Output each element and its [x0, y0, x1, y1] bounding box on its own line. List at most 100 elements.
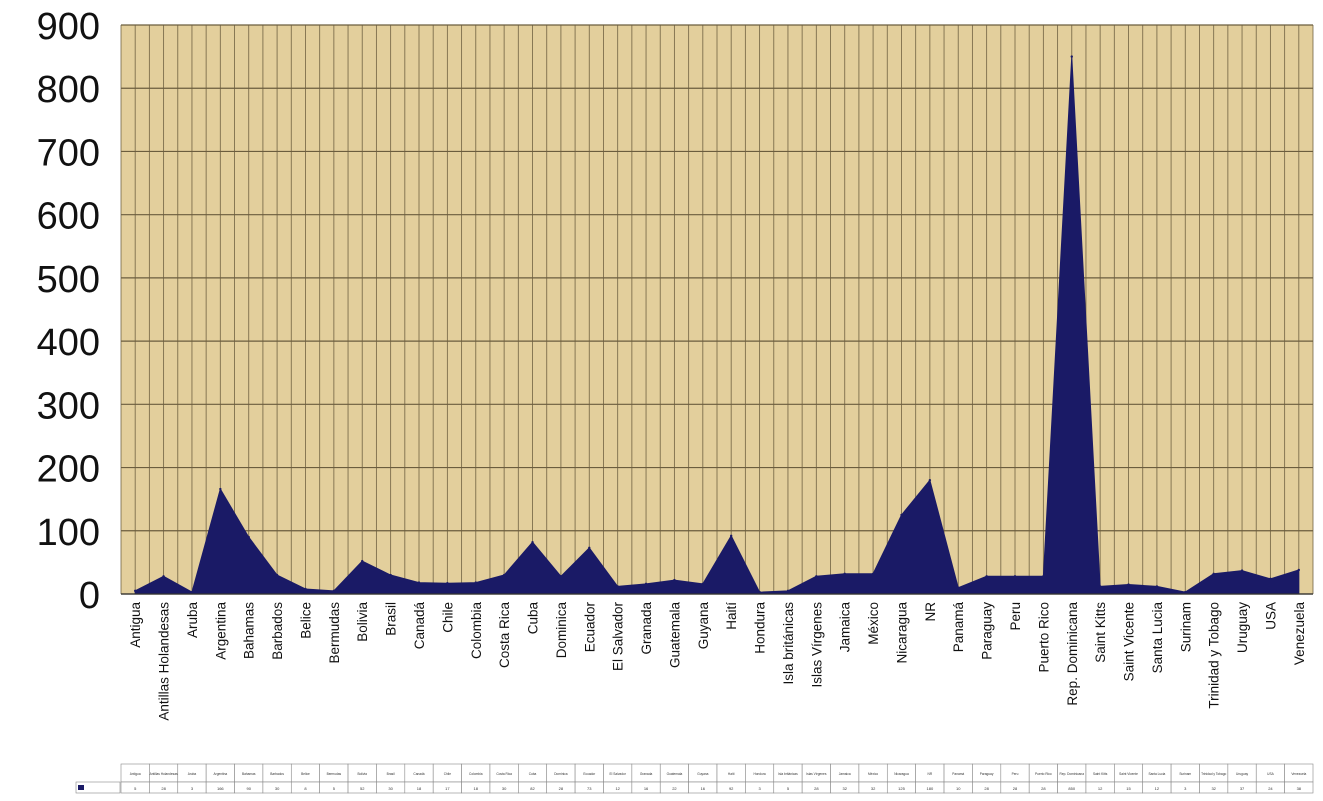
data-table-value-text: 12	[615, 786, 620, 791]
data-table-header-text: Bermudas	[327, 772, 342, 776]
legend-swatch	[78, 785, 84, 790]
data-table-value-text: 180	[927, 786, 934, 791]
data-table-header-text: Rep. Dominicana	[1060, 772, 1085, 776]
data-table-value-text: 3	[1184, 786, 1187, 791]
data-table-header-text: Antigua	[130, 772, 141, 776]
data-table-header-text: Trinidad y Tobago	[1201, 772, 1226, 776]
x-tick-label: Hondura	[753, 602, 768, 654]
data-table-header-text: Jamaica	[839, 772, 851, 776]
x-tick-label: México	[866, 602, 881, 645]
data-table-value-text: 30	[275, 786, 280, 791]
data-point	[701, 582, 705, 586]
data-point	[786, 589, 790, 593]
data-table-value-text: 166	[217, 786, 224, 791]
data-table-value-cell	[1284, 781, 1314, 794]
data-point	[1184, 590, 1187, 594]
data-table-value-text: 37	[1240, 786, 1245, 791]
data-point	[588, 546, 591, 550]
data-table-value-text: 3	[758, 786, 761, 791]
data-point	[673, 578, 676, 582]
data-point	[361, 559, 364, 563]
data-point	[1013, 575, 1017, 578]
data-point	[1127, 583, 1130, 586]
data-table-header-text: Santa Lucia	[1148, 772, 1165, 776]
data-table-value-text: 30	[502, 786, 507, 791]
data-table-header-text: El Salvador	[610, 772, 627, 776]
data-point	[389, 573, 392, 577]
data-point	[1240, 569, 1244, 572]
data-table-header-text: Antillas Holandesas	[150, 772, 178, 776]
x-tick-label: Venezuela	[1292, 602, 1307, 666]
data-table-header-text: Uruguay	[1236, 772, 1248, 776]
x-tick-label: Paraguay	[980, 602, 995, 660]
data-table-header-text: Belice	[301, 772, 310, 776]
x-tick-label: Antillas Holandesas	[157, 602, 172, 721]
data-table-value-text: 28	[984, 786, 989, 791]
data-table-header-text: Costa Rica	[496, 772, 512, 776]
data-point	[985, 575, 988, 578]
data-point	[190, 590, 194, 594]
data-table-header-text: Isla británicas	[778, 772, 798, 776]
data-table-value-text: 850	[1068, 786, 1075, 791]
data-point	[1269, 577, 1272, 581]
data-table-header-text: NR	[928, 772, 933, 776]
data-table-value-text: 82	[530, 786, 535, 791]
x-tick-label: Belice	[298, 602, 313, 639]
data-table-header-text: Colombia	[469, 772, 483, 776]
data-table-value-text: 38	[1297, 786, 1302, 791]
data-point	[871, 572, 875, 575]
x-tick-label: Dominica	[554, 602, 569, 659]
data-table-header-text: Nicaragua	[894, 772, 909, 776]
x-tick-label: Trinidad y Tobago	[1207, 602, 1222, 709]
data-point	[1042, 575, 1045, 578]
y-tick-label: 500	[37, 259, 100, 301]
x-tick-label: Puerto Rico	[1036, 602, 1051, 673]
data-point	[1155, 585, 1159, 588]
data-point	[758, 590, 761, 594]
data-point	[417, 581, 421, 584]
data-point	[133, 589, 137, 593]
data-table-value-text: 8	[304, 786, 307, 791]
data-point	[275, 573, 279, 577]
data-point	[900, 513, 903, 517]
data-table-value-text: 52	[360, 786, 365, 791]
data-point	[559, 575, 563, 578]
x-tick-label: Santa Lucia	[1150, 602, 1165, 674]
data-point	[219, 487, 222, 491]
data-table-header-text: Islas Vírgenes	[806, 772, 827, 776]
data-point	[815, 575, 818, 578]
data-table-value-text: 28	[559, 786, 564, 791]
data-table-value-text: 5	[134, 786, 137, 791]
data-table-header-text: Panamá	[952, 772, 964, 776]
data-table-header-text: Barbados	[270, 772, 284, 776]
x-tick-label: Bahamas	[242, 602, 257, 659]
data-table-value-text: 24	[1268, 786, 1273, 791]
x-tick-label: Bermudas	[327, 602, 342, 664]
data-table-header-text: Bahamas	[242, 772, 256, 776]
data-table-value-text: 16	[701, 786, 706, 791]
data-point	[474, 581, 477, 584]
data-table-header-text: Hondura	[753, 772, 765, 776]
x-tick-label: El Salvador	[611, 602, 626, 672]
x-tick-label: Antigua	[128, 602, 143, 648]
data-table-header-text: Canadá	[413, 772, 424, 776]
x-tick-label: Colombia	[469, 602, 484, 660]
y-tick-label: 800	[37, 69, 100, 111]
data-point	[843, 572, 846, 575]
x-tick-label: Isla británicas	[781, 602, 796, 685]
data-table-header-text: Guyana	[697, 772, 708, 776]
data-table-value-text: 28	[1041, 786, 1046, 791]
data-table-header-text: Paraguay	[980, 772, 994, 776]
x-tick-label: Costa Rica	[497, 602, 512, 669]
data-point	[162, 575, 165, 578]
data-point	[304, 587, 307, 591]
y-tick-label: 600	[37, 196, 100, 238]
data-point	[1297, 568, 1301, 572]
x-tick-label: Rep. Dominicana	[1065, 602, 1080, 706]
data-table-value-text: 22	[672, 786, 677, 791]
data-table-value-text: 90	[246, 786, 251, 791]
y-tick-label: 400	[37, 322, 100, 364]
x-tick-label: USA	[1263, 602, 1278, 630]
data-point	[644, 582, 648, 586]
data-table-value-text: 125	[898, 786, 905, 791]
